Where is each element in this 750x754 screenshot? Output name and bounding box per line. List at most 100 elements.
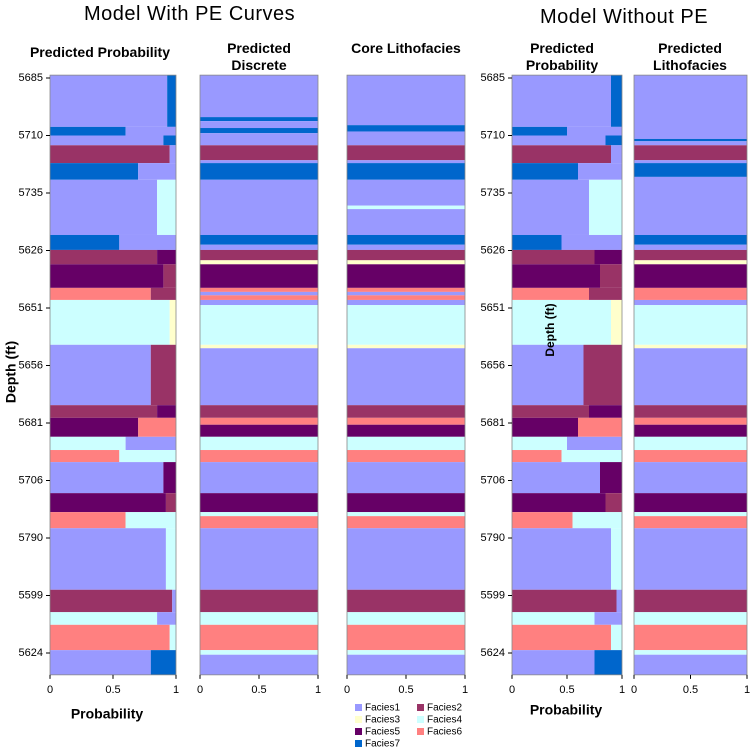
probability-remainder	[594, 249, 622, 265]
probability-band	[50, 417, 139, 437]
probability-band	[512, 299, 611, 345]
probability-remainder	[172, 589, 176, 613]
probability-remainder	[611, 145, 622, 164]
probability-band	[50, 589, 173, 613]
facies-band	[200, 121, 318, 129]
panel-title: Predicted Lithofacies	[653, 40, 727, 73]
probability-band	[512, 126, 567, 136]
y-tick-label: 5599	[19, 589, 43, 601]
facies-band	[200, 650, 318, 655]
facies-band	[347, 287, 465, 292]
probability-remainder	[165, 493, 176, 513]
x-tick-label: 1	[619, 684, 625, 696]
facies-band	[200, 462, 318, 494]
probability-remainder	[138, 163, 176, 180]
probability-remainder	[578, 163, 622, 180]
facies-band	[200, 493, 318, 513]
facies-band	[634, 287, 747, 300]
probability-band	[512, 264, 600, 288]
probability-remainder	[119, 450, 176, 463]
legend-label: Facies7	[365, 739, 400, 750]
facies-band	[200, 450, 318, 463]
facies-band	[200, 299, 318, 306]
probability-band	[512, 249, 595, 265]
facies-band	[347, 145, 465, 161]
probability-remainder	[169, 145, 176, 164]
facies-band	[634, 516, 747, 529]
probability-remainder	[594, 650, 622, 675]
x-tick-label: 0	[197, 684, 203, 696]
facies-band	[634, 348, 747, 406]
y-tick-label: 5685	[481, 72, 505, 84]
facies-band	[347, 125, 465, 132]
facies-band	[347, 512, 465, 517]
facies-band	[200, 295, 318, 300]
facies-band	[347, 589, 465, 613]
probability-remainder	[150, 287, 176, 300]
x-tick-label: 1	[173, 684, 179, 696]
probability-remainder	[163, 135, 176, 146]
y-tick-label: 5790	[19, 532, 43, 544]
probability-remainder	[125, 512, 176, 529]
facies-band	[200, 75, 318, 118]
probability-band	[50, 299, 170, 345]
probability-band	[50, 450, 120, 463]
facies-band	[347, 305, 465, 345]
probability-band	[50, 287, 151, 300]
probability-remainder	[167, 75, 176, 127]
facies-band	[634, 650, 747, 655]
probability-band	[50, 135, 164, 146]
probability-remainder	[119, 234, 176, 250]
facies-band	[347, 528, 465, 590]
legend-swatch	[355, 740, 362, 747]
facies-band	[200, 264, 318, 288]
probability-band	[50, 126, 126, 136]
probability-band	[512, 450, 562, 463]
probability-remainder	[572, 512, 622, 529]
y-tick-label: 5710	[19, 129, 43, 141]
y-tick-label: 5735	[19, 187, 43, 199]
facies-band	[634, 145, 747, 161]
legend-label: Facies3	[365, 715, 400, 726]
facies-band	[347, 264, 465, 288]
probability-band	[50, 264, 164, 288]
legend-label: Facies2	[427, 703, 462, 714]
facies-band	[634, 589, 747, 613]
x-tick-label: 1	[462, 684, 468, 696]
legend-swatch	[355, 716, 362, 723]
facies-band	[347, 244, 465, 250]
facies-band	[347, 436, 465, 451]
probability-remainder	[561, 450, 622, 463]
y-tick-label: 5706	[19, 474, 43, 486]
facies-band	[200, 291, 318, 296]
facies-band	[347, 291, 465, 296]
y-axis-label: Depth (ft)	[3, 341, 19, 403]
panel-title: Predicted Probability	[29, 44, 171, 60]
x-tick-label: 0	[631, 684, 637, 696]
facies-band	[200, 260, 318, 265]
y-tick-label: 5651	[19, 302, 43, 314]
facies-band	[634, 234, 747, 245]
x-tick-label: 1	[744, 684, 750, 696]
probability-band	[512, 436, 567, 451]
facies-band	[347, 131, 465, 146]
probability-band	[512, 612, 595, 625]
legend-swatch	[417, 728, 424, 735]
facies-band	[347, 405, 465, 418]
probability-remainder	[605, 493, 622, 513]
facies-band	[634, 424, 747, 437]
facies-band	[634, 163, 747, 177]
probability-remainder	[150, 650, 176, 675]
probability-band	[50, 405, 158, 418]
facies-band	[347, 650, 465, 655]
facies-band	[634, 344, 747, 349]
probability-remainder	[594, 612, 622, 625]
panel-title: Core Lithofacies	[351, 40, 461, 56]
facies-band	[634, 462, 747, 494]
probability-band	[512, 650, 595, 675]
probability-band	[50, 512, 126, 529]
legend-label: Facies5	[365, 727, 400, 738]
probability-band	[512, 135, 606, 146]
